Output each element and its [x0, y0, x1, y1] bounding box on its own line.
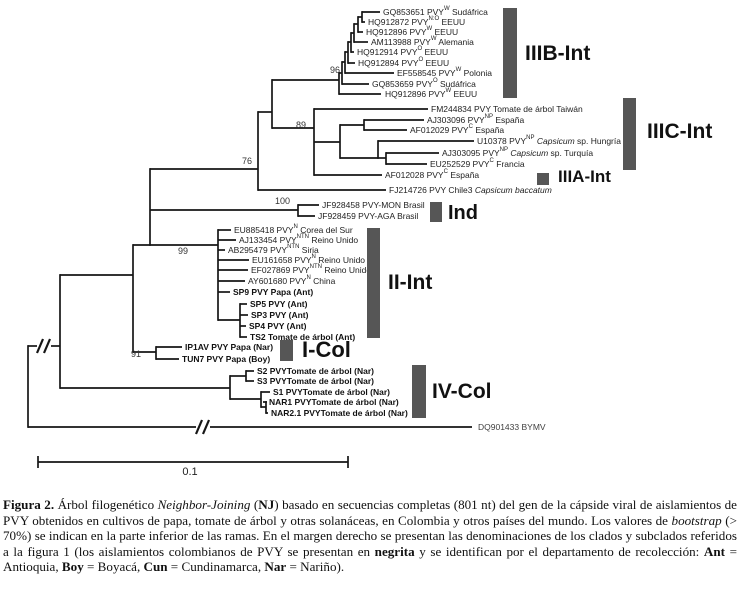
- bootstrap-value: 96: [330, 65, 341, 75]
- taxon-label: S2 PVYTomate de árbol (Nar): [257, 366, 374, 376]
- taxon-label: AJ133454 PVYNTN Reino Unido: [239, 234, 359, 245]
- scale-bar-label: 0.1: [182, 466, 198, 478]
- caption-segment: negrita: [374, 543, 415, 559]
- taxon-label: EU161658 PVYN Reino Unido: [252, 254, 366, 265]
- taxon-label: NAR2.1 PVYTomate de árbol (Nar): [271, 408, 408, 418]
- taxon-label: SP4 PVY (Ant): [249, 321, 307, 331]
- clade-bar: [430, 202, 442, 222]
- taxon-label: HQ912896 PVYW EEUU: [366, 26, 459, 37]
- taxon-label: IP1AV PVY Papa (Nar): [185, 342, 274, 352]
- caption-segment: Árbol filogenético: [54, 497, 158, 512]
- bootstrap-value: 91: [131, 349, 142, 359]
- caption-segment: Neighbor-Joining: [157, 497, 251, 512]
- taxon-label: AJ303096 PVYNP España: [427, 114, 525, 125]
- clade-label: IIIA-Int: [558, 167, 611, 186]
- clade-label: IV-Col: [432, 380, 492, 403]
- phylogenetic-tree-figure: GQ853651 PVYW Sudáfrica HQ912872 PVYN:O E…: [27, 6, 713, 478]
- caption-segment: NJ: [258, 497, 275, 512]
- clade-bar: [367, 228, 380, 338]
- taxon-label: HQ912896 PVYW EEUU: [385, 88, 478, 99]
- taxon-label: EF027869 PVYNTN Reino Unido: [251, 264, 372, 275]
- taxon-label: S3 PVYTomate de árbol (Nar): [257, 376, 374, 386]
- taxon-label: HQ912872 PVYN:O EEUU: [368, 16, 466, 27]
- clade-bar: [623, 98, 636, 170]
- clade-bar: [412, 365, 426, 418]
- clade-label: IIIB-Int: [525, 42, 591, 65]
- clade-bar: [537, 173, 549, 185]
- tree-labels-overlay: GQ853651 PVYW Sudáfrica HQ912872 PVYN:O E…: [131, 6, 713, 432]
- taxon-label: U10378 PVYNP Capsicum sp. Hungría: [477, 135, 621, 146]
- taxon-label: TS2 Tomate de árbol (Ant): [250, 332, 356, 342]
- clade-label: IIIC-Int: [647, 120, 713, 143]
- taxon-label: AM113988 PVYW Alemania: [371, 36, 474, 47]
- caption-segment: = Boyacá,: [83, 559, 144, 575]
- taxon-label: FM244834 PVY Tomate de árbol Taiwán: [431, 104, 583, 114]
- caption-segment: Boy: [61, 559, 84, 575]
- caption-segment: y se identifican por el departamento de …: [414, 543, 704, 559]
- figure-caption: Figura 2. Árbol filogenético Neighbor-Jo…: [3, 497, 737, 575]
- taxon-label: NAR1 PVYTomate de árbol (Nar): [269, 397, 399, 407]
- tree-branch: [35, 338, 45, 354]
- caption-segment: = Antioquia,: [3, 543, 737, 575]
- clade-label: I-Col: [302, 337, 351, 362]
- clade-bar: [280, 340, 293, 361]
- caption-segment: (: [250, 497, 259, 512]
- clade-label: Ind: [448, 202, 478, 224]
- taxon-label: EU885418 PVYN Corea del Sur: [234, 224, 353, 235]
- caption-segment: (> 70%) se indican en la parte inferior …: [3, 512, 737, 559]
- taxon-label: DQ901433 BYMV: [478, 422, 546, 432]
- tree-branch: [194, 419, 204, 435]
- clade-bar: [503, 8, 517, 98]
- caption-segment: bootstrap: [671, 512, 722, 528]
- taxon-label: AY601680 PVYN China: [248, 275, 336, 286]
- bootstrap-value: 89: [296, 120, 307, 130]
- taxon-label: AF012028 PVYC España: [385, 169, 480, 180]
- taxon-label: JF928458 PVY-MON Brasil: [322, 200, 425, 210]
- taxon-label: JF928459 PVY-AGA Brasil: [318, 211, 419, 221]
- caption-segment: = Nariño).: [286, 559, 345, 575]
- taxon-label: SP9 PVY Papa (Ant): [233, 287, 314, 297]
- bootstrap-value: 76: [242, 156, 253, 166]
- caption-segment: ) basado en secuencias completas (801 nt…: [3, 497, 737, 528]
- taxon-label: GQ853659 PVYO Sudáfrica: [372, 78, 476, 89]
- taxon-label: AB295479 PVYNTN Siria: [228, 244, 319, 255]
- taxon-label: FJ214726 PVY Chile3 Capsicum baccatum: [389, 185, 552, 195]
- bootstrap-value: 99: [178, 246, 189, 256]
- caption-segment: Nar: [264, 559, 287, 575]
- caption-segment: Figura 2.: [3, 497, 55, 512]
- taxon-label: HQ912914 PVYO EEUU: [357, 46, 449, 57]
- taxon-label: SP5 PVY (Ant): [250, 299, 308, 309]
- taxon-label: S1 PVYTomate de árbol (Nar): [273, 387, 390, 397]
- tree-branch: [42, 338, 52, 354]
- caption-segment: = Cundinamarca,: [167, 559, 265, 575]
- taxon-label: TUN7 PVY Papa (Boy): [182, 354, 271, 364]
- taxon-label: HQ912894 PVYO EEUU: [358, 57, 450, 68]
- taxon-label: AJ303095 PVYNP Capsicum sp. Turquía: [442, 147, 594, 158]
- tree-branches-svg: [27, 11, 474, 468]
- taxon-label: AF012029 PVYC España: [410, 124, 505, 135]
- bootstrap-value: 100: [275, 196, 291, 206]
- caption-segment: Cun: [143, 559, 168, 575]
- caption-segment: Ant: [703, 543, 725, 559]
- taxon-label: GQ853651 PVYW Sudáfrica: [383, 6, 488, 17]
- tree-branch: [201, 419, 211, 435]
- taxon-label: EU252529 PVYC Francia: [430, 158, 525, 169]
- clade-label: II-Int: [388, 271, 433, 294]
- taxon-label: EF558545 PVYW Polonia: [397, 67, 492, 78]
- taxon-label: SP3 PVY (Ant): [251, 310, 309, 320]
